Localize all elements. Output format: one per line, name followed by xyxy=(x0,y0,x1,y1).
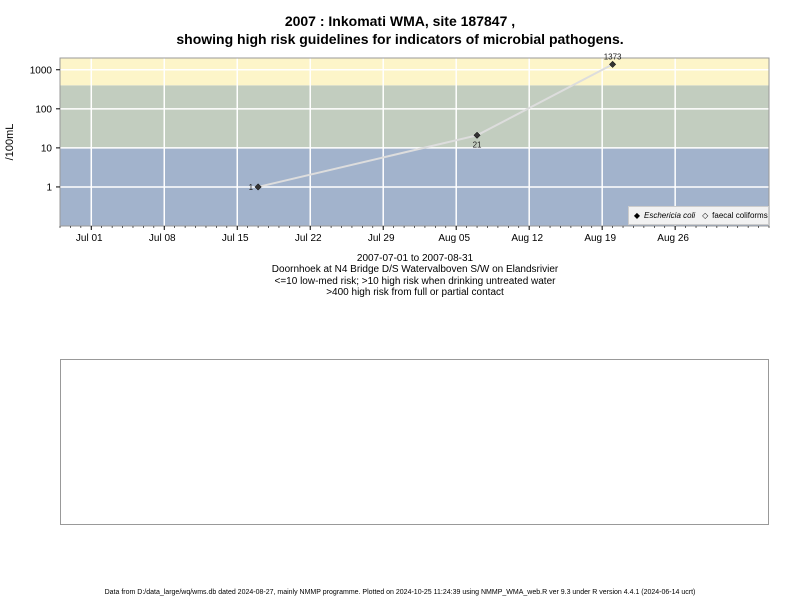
caption-site: Doornhoek at N4 Bridge D/S Watervalboven… xyxy=(271,264,559,275)
data-point-0-2 xyxy=(609,60,617,68)
legend-item-faecal-coliforms: ◇ faecal coliforms xyxy=(701,211,768,220)
chart-title-line-2: showing high risk guidelines for indicat… xyxy=(176,31,624,47)
x-tick-label-3: Jul 22 xyxy=(295,233,322,244)
chart-title-line-1: 2007 : Inkomati WMA, site 187847 , xyxy=(284,13,516,29)
x-tick-label-2: Jul 15 xyxy=(222,233,249,244)
data-label-0-1: 21 xyxy=(473,140,482,149)
legend-label-faecal-coliforms: faecal coliforms xyxy=(712,211,768,220)
data-point-0-0 xyxy=(254,183,262,191)
diamond-open-icon: ◇ xyxy=(702,211,709,220)
data-point-0-1 xyxy=(473,131,481,139)
legend-item-e-coli: ◆ Eschericia coli xyxy=(633,211,695,220)
caption-guideline-high: >400 high risk from full or partial cont… xyxy=(326,287,504,298)
data-label-0-2: 1373 xyxy=(604,52,622,61)
data-label-0-0: 1 xyxy=(249,183,254,192)
caption-guideline-low: <=10 low-med risk; >10 high risk when dr… xyxy=(274,276,556,287)
x-tick-label-6: Aug 12 xyxy=(511,233,543,244)
x-tick-label-5: Aug 05 xyxy=(438,233,470,244)
x-tick-label-4: Jul 29 xyxy=(368,233,395,244)
legend-label-e-coli: Eschericia coli xyxy=(644,211,696,220)
y-tick-label-3: 1000 xyxy=(30,65,53,76)
legend: ◆ Eschericia coli ◇ faecal coliforms xyxy=(628,206,769,225)
footer-note: Data from D:/data_large/wq/wms.db dated … xyxy=(104,589,696,596)
diamond-filled-icon: ◆ xyxy=(633,211,641,220)
risk-band-1 xyxy=(60,85,769,148)
caption-date-range: 2007-07-01 to 2007-08-31 xyxy=(356,253,474,264)
y-tick-label-2: 100 xyxy=(35,104,52,115)
x-tick-label-7: Aug 19 xyxy=(584,233,616,244)
empty-plot-panel xyxy=(60,359,769,525)
y-tick-label-0: 1 xyxy=(46,182,52,193)
x-tick-label-0: Jul 01 xyxy=(76,233,103,244)
risk-band-2 xyxy=(60,58,769,86)
y-axis-label: /100mL xyxy=(4,124,16,161)
x-tick-label-8: Aug 26 xyxy=(657,233,689,244)
x-tick-label-1: Jul 08 xyxy=(149,233,176,244)
y-tick-label-1: 10 xyxy=(41,143,53,154)
